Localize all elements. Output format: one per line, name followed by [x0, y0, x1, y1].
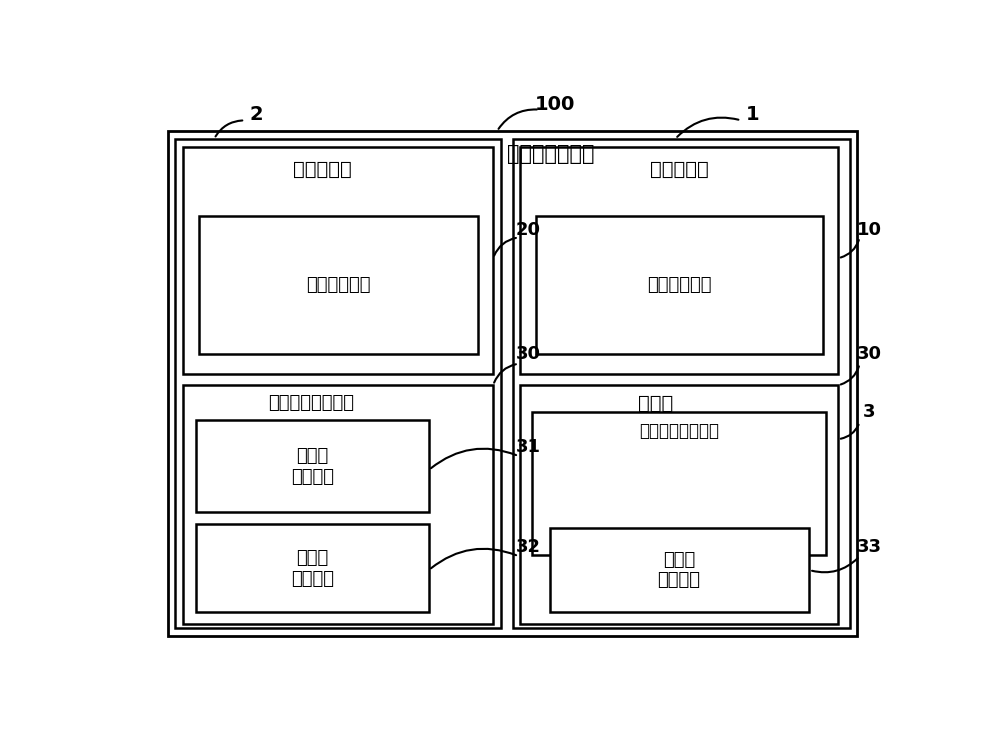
Bar: [520, 386, 838, 624]
Bar: [183, 386, 493, 624]
Text: 20: 20: [516, 221, 540, 239]
Bar: [532, 412, 826, 555]
Bar: [512, 139, 850, 628]
Text: 3: 3: [863, 403, 875, 421]
Text: 第二获
取子模块: 第二获 取子模块: [658, 550, 701, 590]
Text: 监控端: 监控端: [638, 394, 674, 413]
Bar: [199, 216, 478, 355]
Bar: [550, 528, 809, 612]
Bar: [520, 147, 838, 373]
Bar: [183, 147, 493, 373]
Text: 第一获
取子模块: 第一获 取子模块: [291, 447, 334, 486]
Text: 信号发送端: 信号发送端: [650, 160, 708, 179]
Text: 信号接收模块: 信号接收模块: [306, 276, 370, 294]
Text: 2: 2: [250, 105, 264, 123]
Text: 信号发送模块: 信号发送模块: [647, 276, 711, 294]
Text: 31: 31: [516, 438, 540, 456]
Text: 32: 32: [516, 538, 540, 556]
Text: 1: 1: [746, 105, 760, 123]
Text: 位置信息获取模块: 位置信息获取模块: [639, 422, 719, 441]
Bar: [536, 216, 822, 355]
Text: 10: 10: [856, 221, 882, 239]
Bar: [196, 420, 429, 512]
Text: 30: 30: [856, 346, 882, 364]
Text: 30: 30: [516, 346, 540, 364]
Bar: [175, 139, 501, 628]
Text: 终端定位的系统: 终端定位的系统: [508, 145, 595, 164]
Text: 位置信息获取模块: 位置信息获取模块: [268, 394, 354, 412]
Text: 33: 33: [856, 538, 882, 556]
Text: 信号接收端: 信号接收端: [293, 160, 352, 179]
Bar: [196, 524, 429, 612]
Text: 信号传
送子模块: 信号传 送子模块: [291, 549, 334, 587]
Text: 100: 100: [535, 95, 575, 114]
Bar: [168, 131, 857, 636]
